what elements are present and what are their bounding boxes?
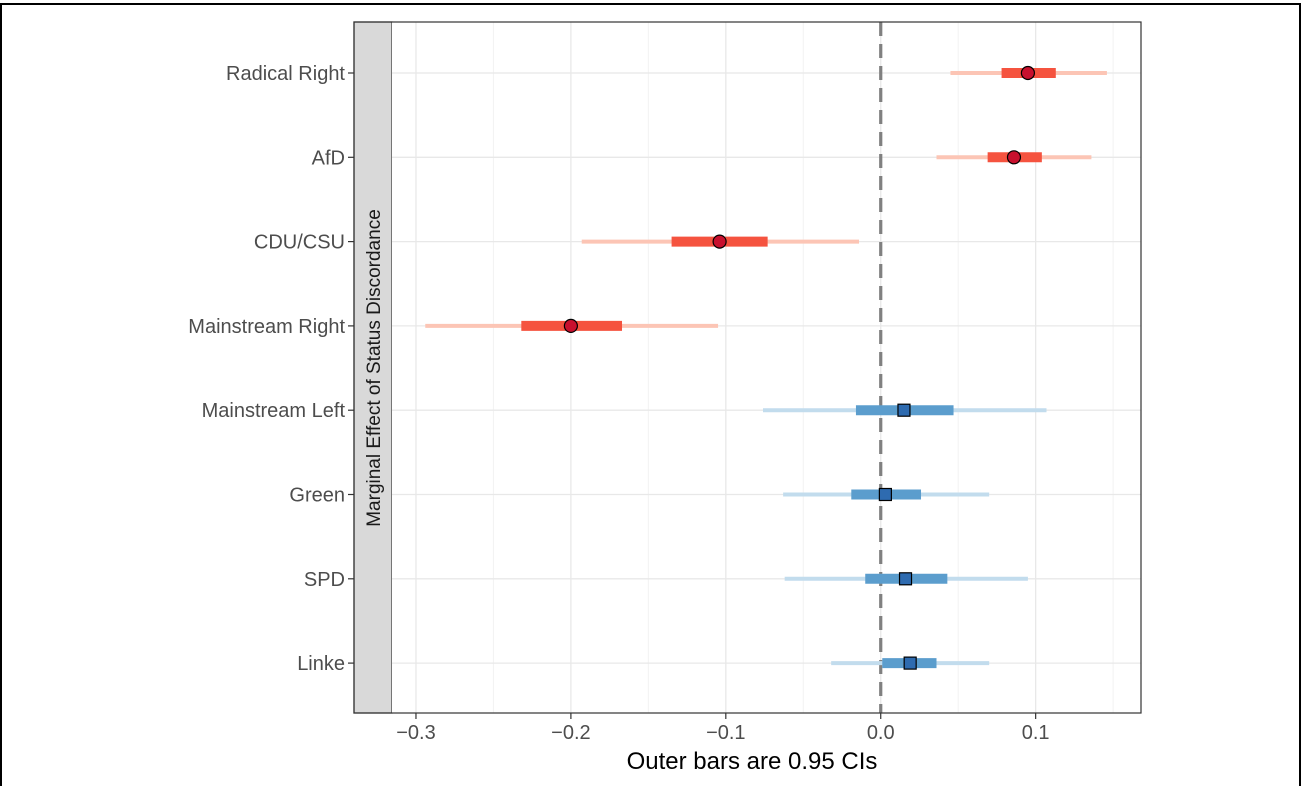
point-estimate-cdu-csu (712, 234, 727, 249)
y-tick-label-1: AfD (312, 147, 345, 169)
y-tick-label-7: Linke (297, 653, 345, 675)
x-tick-label-4: 0.1 (1022, 722, 1050, 744)
point-estimate-mainstream-right (563, 318, 578, 333)
plot-panel (392, 22, 1141, 713)
y-axis: Radical Right AfD CDU/CSU Mainstream Right M… (188, 63, 354, 675)
x-axis: −0.3 −0.2 −0.1 0.0 0.1 (396, 713, 1050, 744)
y-tick-label-6: SPD (304, 569, 345, 591)
point-estimate-green (878, 487, 892, 502)
y-tick-label-5: Green (289, 485, 345, 507)
x-tick-label-2: −0.1 (706, 722, 745, 744)
strip-panel (353, 21, 393, 714)
plot-border (353, 21, 1142, 714)
x-axis-title: Outer bars are 0.95 CIs (627, 748, 878, 775)
point-estimate-linke (903, 656, 917, 670)
y-tick-label-2: CDU/CSU (254, 232, 345, 254)
x-tick-label-3: 0.0 (867, 722, 895, 744)
point-estimate-afd (1006, 150, 1022, 165)
point-estimate-radical-right (1020, 65, 1036, 81)
point-estimate-spd (898, 572, 913, 586)
marks-layer (425, 65, 1107, 670)
y-tick-label-0: Radical Right (226, 63, 345, 85)
point-estimate-mainstream-left (897, 403, 911, 417)
x-tick-label-1: −0.2 (551, 722, 590, 744)
strip-label: Marginal Effect of Status Discordance (364, 209, 385, 527)
x-tick-label-0: −0.3 (396, 722, 435, 744)
y-tick-label-4: Mainstream Left (202, 400, 346, 422)
y-tick-label-3: Mainstream Right (188, 316, 345, 338)
